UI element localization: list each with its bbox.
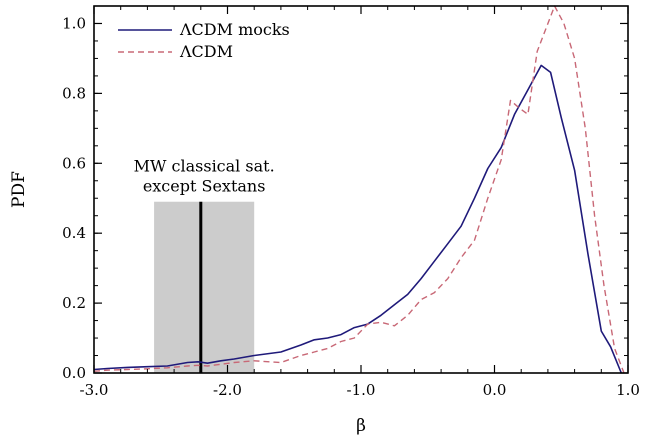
annotation-line-1: MW classical sat. bbox=[134, 157, 275, 176]
legend: ΛCDM mocks ΛCDM bbox=[118, 20, 290, 61]
x-tick-label-4: 1.0 bbox=[616, 381, 640, 399]
series-layer bbox=[93, 5, 625, 374]
x-tick-label-0: -3.0 bbox=[80, 381, 109, 399]
y-tick-label-4: 0.8 bbox=[62, 84, 86, 102]
y-tick-label-2: 0.4 bbox=[62, 224, 86, 242]
x-tick-label-3: 0.0 bbox=[483, 381, 507, 399]
x-axis-title: β bbox=[356, 416, 366, 436]
series-line-1 bbox=[93, 5, 625, 374]
y-tick-label-0: 0.0 bbox=[62, 364, 86, 382]
legend-label-lcdm: ΛCDM bbox=[179, 42, 233, 61]
y-tick-label-5: 1.0 bbox=[62, 14, 86, 32]
x-tick-label-2: -1.0 bbox=[347, 381, 376, 399]
x-tick-label-1: -2.0 bbox=[213, 381, 242, 399]
y-axis-title: PDF bbox=[9, 171, 29, 208]
legend-label-mocks: ΛCDM mocks bbox=[179, 20, 290, 39]
band-rect bbox=[154, 201, 255, 373]
series-line-0 bbox=[93, 64, 623, 374]
tick-layer: -3.0 -2.0 -1.0 0.0 1.0 0.0 0.2 0.4 0.6 0.8 1.0 bbox=[62, 5, 640, 399]
annotation-line-2: except Sextans bbox=[143, 177, 266, 196]
observed-range-band bbox=[154, 201, 255, 373]
y-tick-label-1: 0.2 bbox=[62, 294, 86, 312]
y-tick-label-3: 0.6 bbox=[62, 154, 86, 172]
